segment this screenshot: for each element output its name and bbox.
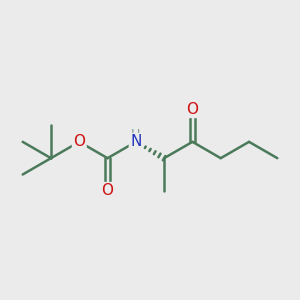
- Text: N: N: [130, 134, 142, 149]
- Text: O: O: [186, 102, 198, 117]
- Text: O: O: [102, 183, 114, 198]
- Text: H: H: [131, 128, 140, 141]
- Text: O: O: [73, 134, 85, 149]
